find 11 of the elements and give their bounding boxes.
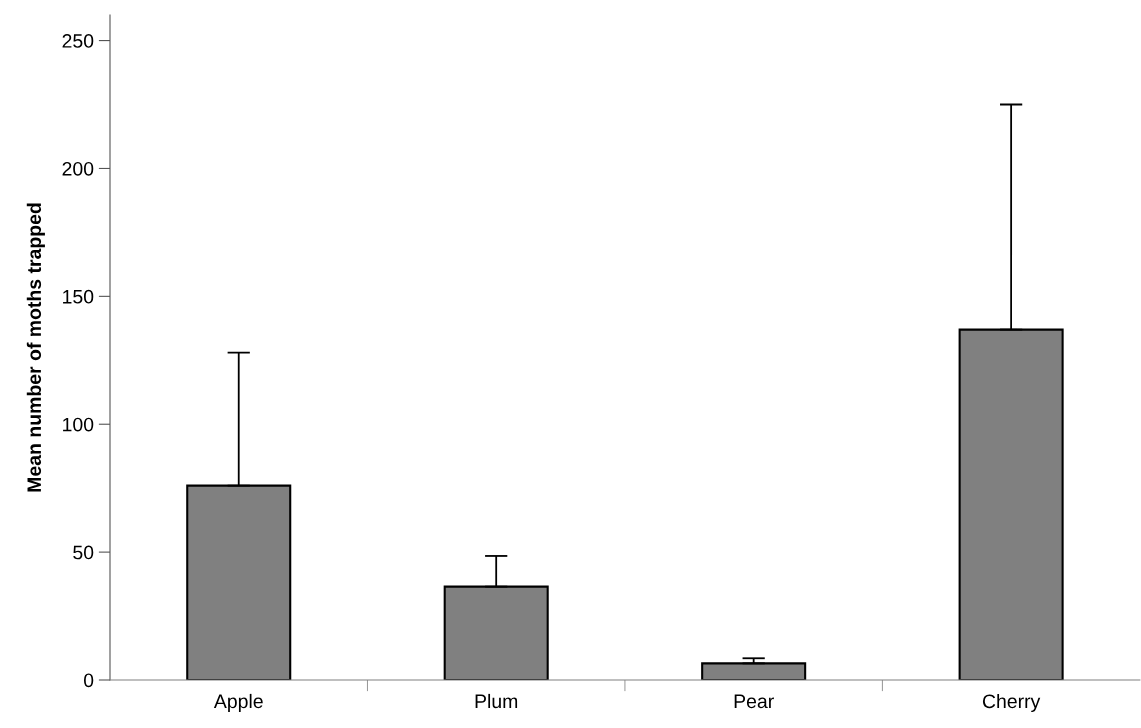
y-axis-title: Mean number of moths trapped (26, 203, 45, 492)
y-tick-label: 100 (63, 417, 94, 432)
y-tick-label: 150 (63, 289, 94, 304)
y-tick-label: 50 (73, 545, 94, 560)
y-tick-label: 250 (62, 34, 94, 48)
x-tick-label: Cherry (982, 693, 1041, 713)
y-tick-label: 0 (83, 673, 94, 688)
x-tick-label: Apple (213, 693, 263, 713)
x-tick-label: Plum (475, 693, 518, 709)
y-tick-label: 200 (62, 161, 94, 176)
x-tick-label: Pear (734, 694, 774, 709)
